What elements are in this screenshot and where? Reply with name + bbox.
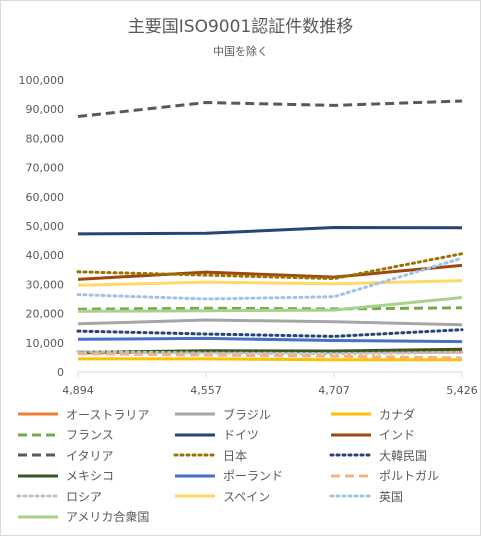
y-tick-label: 60,000 (26, 191, 65, 204)
legend-label: インド (379, 428, 416, 442)
y-tick-label: 20,000 (26, 308, 65, 321)
legend-label: 日本 (223, 448, 248, 463)
legend-label: スペイン (223, 489, 271, 504)
y-tick-label: 10,000 (26, 337, 65, 350)
legend-swatch (331, 412, 371, 416)
series-line-9 (76, 328, 464, 338)
series-line-4 (77, 306, 463, 311)
y-tick-label: 90,000 (26, 103, 65, 116)
legend-item: ポルトガル (329, 466, 439, 486)
legend-swatch (331, 474, 371, 477)
series-line-12 (77, 352, 463, 360)
legend-item: カナダ (329, 404, 415, 424)
legend-item: オーストラリア (16, 404, 149, 424)
legend-label: カナダ (379, 407, 416, 422)
legend-item: スペイン (173, 486, 270, 506)
legend-swatch (18, 474, 58, 477)
chart-subtitle: 中国を除く (213, 45, 268, 58)
legend-item: インド (329, 425, 415, 445)
series-line-3 (78, 357, 462, 362)
legend-swatch (18, 515, 58, 518)
y-tick-label: 40,000 (26, 249, 65, 262)
y-tick-label: 80,000 (26, 132, 65, 145)
legend-item: 日本 (173, 445, 247, 465)
legend-label: ドイツ (223, 428, 260, 442)
legend-swatch (175, 412, 215, 416)
legend-label: ブラジル (223, 407, 271, 422)
chart-title: 主要国ISO9001認証件数推移 (127, 17, 354, 37)
legend-label: 大韓民国 (379, 448, 428, 463)
legend-swatch (331, 433, 371, 436)
series-line-2 (77, 318, 463, 327)
legend-label: イタリア (66, 448, 114, 463)
legend-item: ドイツ (173, 425, 259, 445)
legend-item: 英国 (329, 486, 403, 506)
series-line-16 (77, 296, 463, 313)
y-tick-label: 100,000 (19, 74, 65, 87)
legend-item: アメリカ合衆国 (16, 507, 149, 527)
series-line-14 (77, 279, 463, 287)
legend-swatch (175, 494, 215, 498)
y-tick-label: 0 (57, 366, 64, 379)
x-tick-label: 4,894 (62, 384, 94, 397)
legend-label: ポルトガル (379, 469, 440, 483)
legend-label: オーストラリア (66, 407, 150, 422)
legend-item: フランス (16, 425, 114, 445)
legend-label: メキシコ (66, 469, 115, 483)
legend-swatch (18, 433, 58, 436)
legend-label: ロシア (66, 489, 103, 504)
legend-label: フランス (66, 428, 114, 442)
y-tick-label: 30,000 (26, 278, 65, 291)
legend-swatch (18, 412, 58, 416)
y-tick-label: 50,000 (26, 220, 65, 233)
series-line-5 (77, 226, 463, 236)
legend-item: ブラジル (173, 404, 271, 424)
legend-swatch (329, 494, 373, 498)
legend-item: メキシコ (16, 466, 114, 486)
series-line-11 (77, 336, 463, 344)
legend-item: ロシア (16, 486, 102, 506)
series-line-7 (77, 99, 463, 118)
legend-swatch (173, 453, 217, 457)
series-line-15 (76, 256, 464, 301)
y-tick-label: 70,000 (26, 162, 65, 175)
legend-label: アメリカ合衆国 (66, 510, 150, 524)
x-tick-label: 4,707 (318, 384, 350, 397)
series-line-8 (76, 252, 464, 281)
series-line-6 (77, 263, 463, 281)
x-tick-label: 4,557 (190, 384, 222, 397)
legend-swatch (175, 433, 215, 436)
legend-swatch (329, 453, 373, 457)
series-line-10 (77, 347, 463, 354)
legend-label: ポーランド (223, 469, 284, 483)
legend-swatch (16, 494, 60, 498)
legend-label: 英国 (379, 489, 404, 504)
legend-item: ポーランド (173, 466, 283, 486)
legend-swatch (175, 474, 215, 477)
legend-swatch (18, 453, 58, 457)
series-line-13 (76, 350, 464, 356)
legend-item: イタリア (16, 445, 114, 465)
legend-item: 大韓民国 (329, 445, 427, 465)
x-tick-label: 5,426 (446, 384, 478, 397)
